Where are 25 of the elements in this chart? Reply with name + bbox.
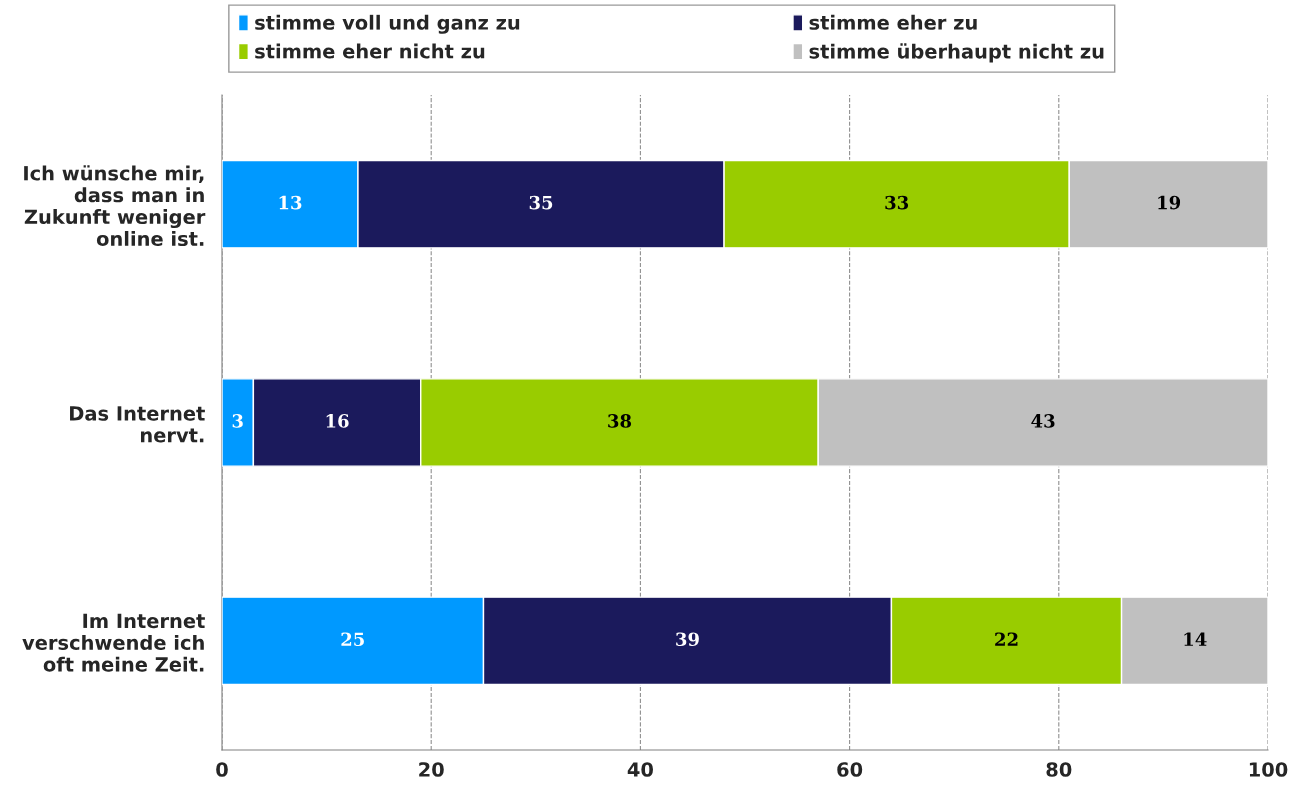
data-label: 22	[995, 632, 1018, 646]
y-tick-label: Im Internet verschwende ich oft meine Zeit.	[22, 613, 205, 672]
legend-label: stimme voll und ganz zu	[255, 14, 520, 34]
y-tick-label: Ich wünsche mir, dass man in Zukunft weniger online ist.	[24, 165, 206, 247]
data-label: 43	[1031, 414, 1055, 428]
data-label: 25	[341, 632, 364, 647]
y-tick-label: Das Internet nervt.	[70, 406, 205, 443]
legend-label: stimme eher nicht zu	[255, 43, 485, 59]
data-label: 3	[232, 414, 243, 428]
data-label: 33	[885, 195, 909, 210]
data-label: 16	[326, 414, 349, 428]
x-tick-label: 100	[1249, 762, 1288, 777]
x-tick-label: 80	[1046, 762, 1072, 777]
x-tick-label: 0	[216, 762, 228, 777]
x-tick-label: 60	[837, 762, 863, 777]
legend-label: stimme eher zu	[809, 14, 977, 30]
data-label: 19	[1158, 195, 1181, 210]
x-tick-label: 40	[627, 762, 653, 777]
legend-label: stimme überhaupt nicht zu	[809, 43, 1104, 63]
data-label: 14	[1184, 632, 1207, 646]
x-tick-label: 20	[419, 762, 444, 777]
data-label: 13	[279, 195, 302, 210]
data-label: 38	[608, 414, 632, 428]
data-label: 39	[676, 632, 699, 647]
data-label: 35	[529, 195, 553, 210]
